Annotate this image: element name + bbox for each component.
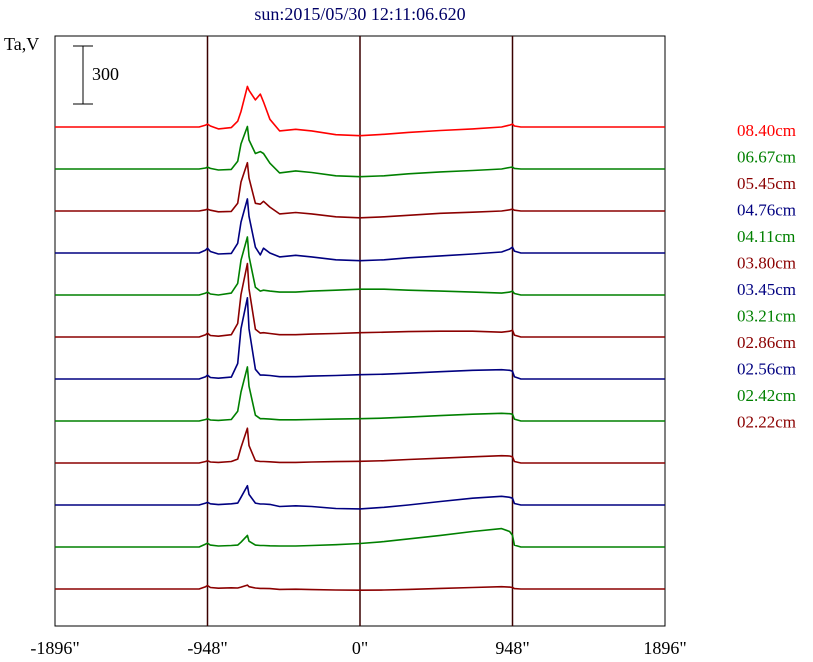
legend-entry: 04.11cm xyxy=(737,227,795,246)
x-tick-label: -948" xyxy=(187,638,227,658)
series-lines xyxy=(55,85,665,592)
x-tick-labels: -1896" -948" 0" 948" 1896" xyxy=(30,638,686,658)
x-tick-label: 1896" xyxy=(643,638,686,658)
legend-entry: 06.67cm xyxy=(737,148,796,167)
legend-entry: 03.21cm xyxy=(737,307,796,326)
legend-entry: 02.86cm xyxy=(737,333,796,352)
legend-entry: 03.80cm xyxy=(737,254,796,273)
scale-bar: 300 xyxy=(73,45,119,105)
series-line xyxy=(55,85,665,137)
legend-entry: 05.45cm xyxy=(737,174,796,193)
series-line xyxy=(55,296,665,380)
series-line xyxy=(55,125,665,178)
series-line xyxy=(55,262,665,338)
chart-title: sun:2015/05/30 12:11:06.620 xyxy=(254,4,465,24)
legend-entry: 02.22cm xyxy=(737,413,796,432)
x-tick-label: 0" xyxy=(352,638,368,658)
series-line xyxy=(55,366,665,422)
legend-entry: 03.45cm xyxy=(737,280,796,299)
legend: 08.40cm 06.67cm 05.45cm 04.76cm 04.11cm 03.80… xyxy=(737,121,796,432)
series-line xyxy=(55,198,665,262)
series-line xyxy=(55,236,665,296)
legend-entry: 08.40cm xyxy=(737,121,796,140)
legend-entry: 04.76cm xyxy=(737,201,796,220)
series-line xyxy=(55,427,665,464)
scale-bar-label: 300 xyxy=(92,64,119,84)
series-line xyxy=(55,484,665,510)
x-tick-label: -1896" xyxy=(30,638,79,658)
series-line xyxy=(55,527,665,548)
series-line xyxy=(55,584,665,592)
series-line xyxy=(55,161,665,219)
legend-entry: 02.56cm xyxy=(737,360,796,379)
x-tick-label: 948" xyxy=(495,638,529,658)
y-axis-label: Ta,V xyxy=(4,34,39,54)
legend-entry: 02.42cm xyxy=(737,386,796,405)
